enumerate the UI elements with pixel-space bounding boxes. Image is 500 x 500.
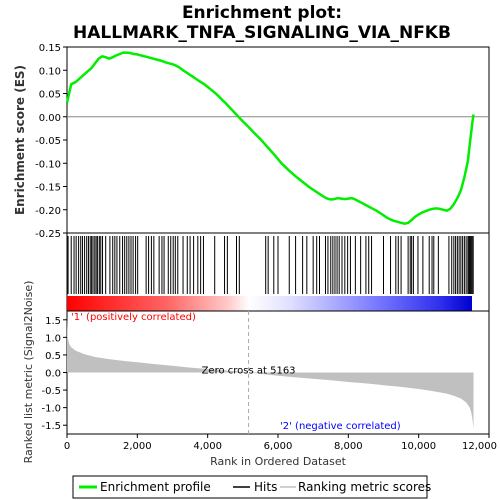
- es-plot-frame: [66, 46, 490, 234]
- es-y-tick-label: -0.05: [35, 136, 61, 147]
- es-y-tick-label: -0.10: [35, 159, 61, 170]
- x-tick-label: 0: [64, 441, 70, 452]
- enrichment-profile-line: [65, 51, 475, 225]
- ranked-list-panel: Zero cross at 5163 '1' (positively corre…: [22, 281, 497, 468]
- ranking-metric-area: [67, 318, 474, 429]
- x-tick-label: 2,000: [123, 441, 152, 452]
- x-tick-label: 10,000: [401, 441, 436, 452]
- es-y-tick-label: -0.20: [35, 206, 61, 217]
- rank-y-tick-label: 1.0: [45, 333, 61, 344]
- rank-y-axis-label: Ranked list metric (Signal2Noise): [22, 281, 35, 464]
- es-y-tick-label: -0.15: [35, 183, 61, 194]
- x-tick-label: 6,000: [264, 441, 293, 452]
- negative-label: '2' (negative correlated): [280, 421, 401, 432]
- legend-label-hits: Hits: [254, 480, 277, 494]
- ranking-color-bar: [67, 296, 472, 311]
- es-y-tick-label: 0.10: [39, 66, 61, 77]
- es-y-tick-label: -0.25: [35, 229, 61, 240]
- x-tick-label: 4,000: [193, 441, 222, 452]
- rank-y-tick-label: -1.5: [41, 421, 61, 432]
- legend-label-ranking: Ranking metric scores: [298, 480, 431, 494]
- chart-title-line2: HALLMARK_TNFA_SIGNALING_VIA_NFKB: [73, 23, 451, 43]
- enrichment-score-panel: -0.25 -0.20 -0.15 -0.10 -0.05 0.00 0.05 0.10 0.1…: [13, 43, 490, 240]
- es-y-tick-label: 0.15: [39, 43, 61, 54]
- zero-cross-label: Zero cross at 5163: [202, 366, 296, 377]
- rank-y-tick-label: 0.5: [45, 351, 61, 362]
- rank-y-tick-label: -0.5: [41, 386, 61, 397]
- rank-y-tick-label: 0.0: [45, 369, 61, 380]
- hits-panel: [66, 232, 490, 312]
- rank-y-tick-label: 1.5: [45, 316, 61, 327]
- chart-title-line1: Enrichment plot:: [182, 3, 342, 23]
- positive-label: '1' (positively correlated): [71, 312, 196, 323]
- rank-y-tick-label: -1.0: [41, 404, 61, 415]
- legend: Enrichment profile Hits Ranking metric s…: [72, 475, 431, 499]
- es-y-axis-label: Enrichment score (ES): [13, 65, 27, 215]
- x-tick-label: 12,000: [462, 441, 497, 452]
- es-y-tick-label: 0.05: [39, 90, 61, 101]
- x-tick-label: 8,000: [334, 441, 363, 452]
- x-axis-label: Rank in Ordered Dataset: [210, 455, 347, 468]
- legend-label-enrichment: Enrichment profile: [100, 480, 211, 494]
- es-y-tick-label: 0.00: [39, 113, 61, 124]
